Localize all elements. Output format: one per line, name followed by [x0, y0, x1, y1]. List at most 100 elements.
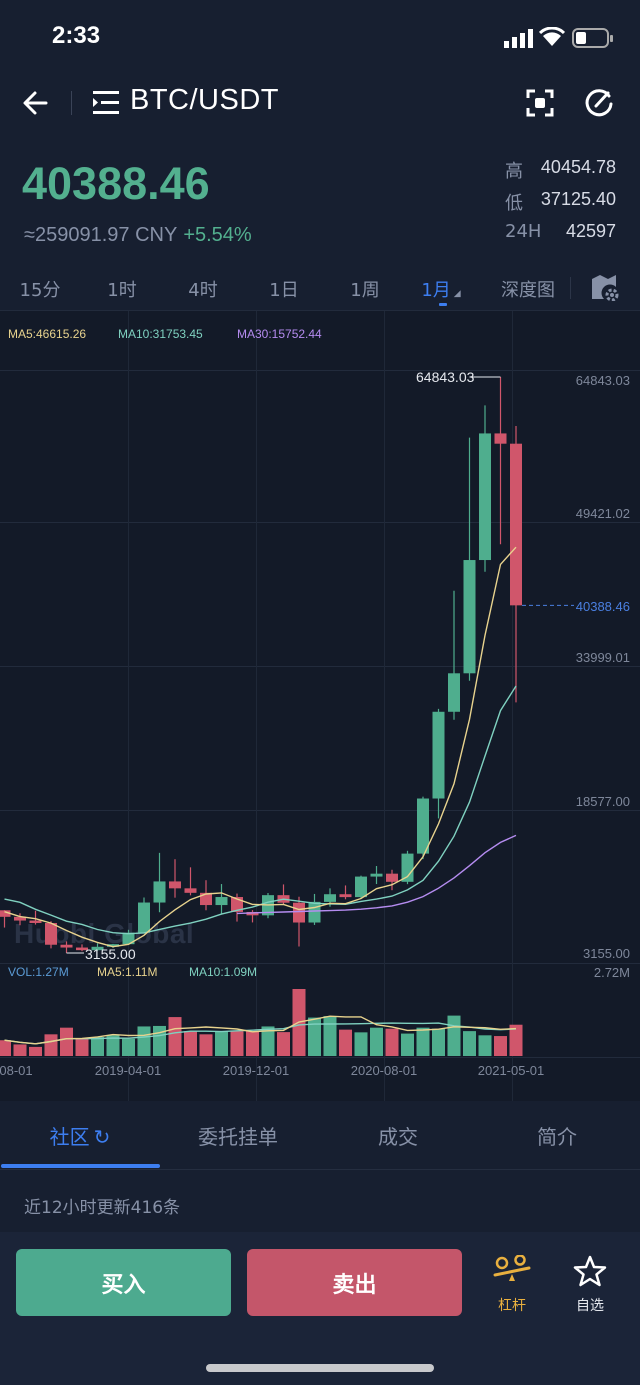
candle-body [386, 873, 398, 882]
leverage-button[interactable]: 杠杆 [482, 1254, 542, 1315]
candle-body [246, 911, 259, 916]
last-price: 40388.46 [22, 158, 210, 209]
back-arrow-icon[interactable] [22, 89, 50, 117]
favorite-button[interactable]: 自选 [560, 1255, 620, 1315]
volume-bar [246, 1031, 259, 1056]
candle-body [448, 673, 460, 712]
tab-trades[interactable]: 成交 [378, 1125, 418, 1149]
volume-bar [91, 1037, 104, 1056]
wifi-icon [539, 27, 565, 46]
gridline [0, 810, 640, 811]
pair-title[interactable]: BTC/USDT [130, 84, 279, 116]
timeframe-1d[interactable]: 1日 [269, 280, 299, 301]
candle-body [107, 944, 119, 947]
volume-bar [401, 1033, 414, 1056]
high-label: 高 [505, 161, 523, 182]
candle-body [29, 920, 42, 923]
volume-24h-value: 42597 [565, 221, 616, 241]
volume-ma5-legend: MA5:1.11M [97, 965, 158, 979]
active-tab-indicator [1, 1164, 160, 1168]
volume-bar [354, 1032, 368, 1056]
timeframe-1w[interactable]: 1周 [350, 280, 380, 301]
active-timeframe-indicator [439, 303, 447, 306]
x-tick-label: 2020-08-01 [350, 1063, 418, 1078]
candle-body [324, 894, 336, 902]
divider [0, 1169, 640, 1170]
divider [0, 310, 640, 311]
volume-bar [308, 1017, 321, 1056]
y-tick-label: 3155.00 [583, 946, 630, 961]
timeframe-1mo[interactable]: 1月 ◢ [421, 276, 460, 302]
ma30-line [236, 834, 517, 915]
refresh-icon[interactable] [584, 88, 614, 118]
tab-community-label: 社区 [49, 1125, 90, 1149]
x-tick-label: 2019-04-01 [94, 1063, 162, 1078]
volume-ma5-line [4, 1015, 517, 1045]
candle-body [138, 902, 150, 933]
ma30-legend: MA30:15752.44 [237, 327, 322, 341]
candlestick-chart[interactable] [0, 0, 640, 1100]
community-update-text[interactable]: 近12小时更新416条 [24, 1198, 181, 1218]
volume-bar [0, 1040, 11, 1056]
candle-body [494, 433, 507, 444]
tab-community[interactable]: 社区 ↻ [50, 1121, 111, 1150]
volume-bar [44, 1034, 58, 1056]
screenshot-icon[interactable] [526, 89, 554, 117]
chart-settings-icon[interactable] [590, 273, 620, 301]
chart-area[interactable] [0, 311, 640, 1101]
x-tick-label: 2021-05-01 [477, 1063, 545, 1078]
high-value: 40454.78 [540, 157, 616, 177]
sell-button[interactable]: 卖出 [247, 1249, 462, 1316]
battery-icon [572, 28, 613, 48]
candle-body [122, 932, 135, 945]
volume-bar [122, 1038, 135, 1056]
x-tick-label: 08-01 [0, 1063, 33, 1078]
gridline [0, 666, 640, 667]
candle-body [401, 853, 414, 882]
timeframe-4h[interactable]: 4时 [188, 280, 218, 301]
high-marker-label: 64843.03 [416, 369, 475, 385]
candle-body [510, 443, 522, 606]
candle-body [14, 916, 26, 921]
volume-legend: VOL:1.27M [8, 965, 69, 979]
buy-button[interactable]: 买入 [16, 1249, 231, 1316]
candle-body [0, 910, 11, 917]
timeframe-15m[interactable]: 15分 [19, 280, 61, 301]
volume-bar [60, 1027, 73, 1056]
candle-body [479, 433, 491, 561]
current-price-label: 40388.46 [573, 599, 630, 614]
tab-divider [570, 277, 571, 299]
volume-bar [463, 1031, 476, 1056]
signal-icon [504, 29, 533, 48]
gridline-vertical [512, 311, 513, 1101]
leverage-label: 杠杆 [498, 1298, 526, 1314]
gridline-vertical [128, 311, 129, 1101]
timeframe-1mo-label: 1月 [421, 280, 451, 301]
volume-bar [494, 1036, 507, 1056]
volume-bar [509, 1024, 523, 1056]
candle-body [355, 876, 367, 898]
timeframe-1h[interactable]: 1时 [107, 280, 137, 301]
tab-intro[interactable]: 简介 [537, 1125, 577, 1149]
candle-body [370, 873, 383, 877]
volume-bar [277, 1032, 290, 1056]
candle-body [463, 560, 476, 674]
refresh-small-icon: ↻ [93, 1125, 111, 1149]
volume-bar [370, 1027, 383, 1056]
depth-chart-tab[interactable]: 深度图 [501, 280, 555, 301]
volume-bar [199, 1034, 213, 1056]
volume-bar [215, 1031, 228, 1056]
menu-icon[interactable] [93, 90, 121, 116]
home-indicator[interactable] [206, 1364, 434, 1372]
candle-body [45, 922, 57, 945]
candle-body [308, 901, 321, 923]
candle-body [76, 947, 88, 951]
tab-open-orders[interactable]: 委托挂单 [198, 1125, 278, 1149]
nav-divider [71, 91, 72, 115]
candle-body [339, 894, 352, 898]
y-tick-label: 64843.03 [575, 373, 630, 388]
volume-bar [478, 1035, 492, 1056]
status-time: 2:33 [52, 22, 101, 49]
favorite-label: 自选 [576, 1298, 604, 1314]
candle-body [60, 944, 73, 948]
